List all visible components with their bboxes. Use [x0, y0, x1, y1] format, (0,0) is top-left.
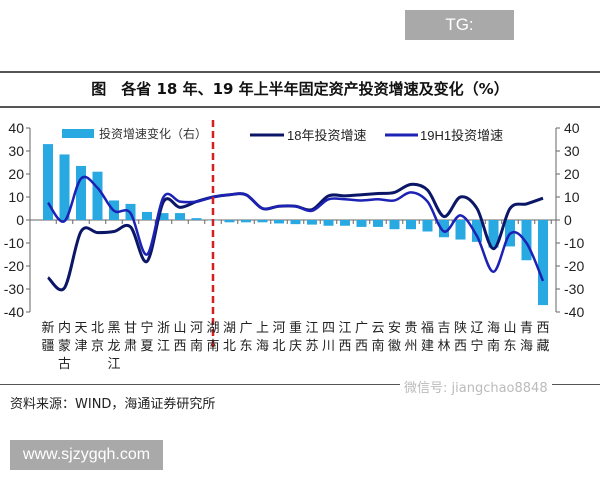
- line-18年投资增速: [46, 182, 544, 292]
- category-label: 陕西: [454, 320, 467, 353]
- bar-广西: [356, 220, 367, 227]
- category-label: 云南: [371, 320, 384, 353]
- bar-重庆: [290, 220, 301, 225]
- left-tick-label: 40: [8, 120, 24, 136]
- category-label: 天津: [74, 320, 87, 353]
- bar-天津: [76, 165, 86, 220]
- legend-swatch-bar: [62, 129, 94, 138]
- bar-四川: [323, 220, 334, 226]
- legend-label: 18年投资增速: [287, 128, 366, 143]
- right-tick-label: -40: [564, 304, 584, 320]
- source-rule: [0, 384, 600, 385]
- right-tick-label: 20: [564, 166, 580, 182]
- category-label: 内蒙古: [58, 320, 71, 371]
- bar-吉林: [439, 220, 449, 238]
- category-label: 上海: [256, 320, 269, 353]
- category-label: 吉林: [437, 320, 450, 353]
- category-label: 江西: [338, 320, 351, 353]
- category-label: 青海: [520, 320, 533, 353]
- legend-label: 投资增速变化（右）: [99, 126, 207, 141]
- category-label: 江苏: [305, 320, 318, 353]
- bar-贵州: [406, 220, 416, 230]
- bar-河南: [191, 218, 202, 220]
- category-label: 北京: [91, 320, 104, 353]
- left-tick-label: 30: [8, 143, 24, 159]
- bar-青海: [521, 220, 532, 261]
- left-tick-label: 10: [8, 189, 24, 205]
- chart: 40 40 30 30 20 20 10 10 0 0 -10 -10 -20 -20 -30 -30 -40 -…: [4, 120, 584, 371]
- category-label: 河北: [272, 320, 285, 353]
- category-label: 四川: [322, 320, 335, 353]
- category-label: 重庆: [289, 320, 302, 353]
- bar-内蒙古: [59, 154, 70, 220]
- bar-新疆: [43, 144, 53, 220]
- right-tick-label: -30: [564, 281, 584, 297]
- category-label: 西藏: [536, 320, 549, 353]
- bar-陕西: [455, 220, 466, 240]
- category-label: 辽宁: [470, 320, 483, 353]
- right-tick-label: -20: [564, 258, 584, 274]
- bar-安徽: [389, 220, 400, 230]
- category-label: 山西: [173, 320, 186, 353]
- left-tick-label: -10: [4, 235, 24, 251]
- line-19H1投资增速: [46, 175, 545, 282]
- bar-宁夏: [142, 211, 152, 220]
- bar-湖北: [224, 220, 235, 223]
- bar-江苏: [307, 220, 317, 225]
- category-label: 海南: [487, 320, 500, 353]
- right-tick-label: 30: [564, 143, 580, 159]
- bar-海南: [488, 220, 499, 248]
- category-label: 甘肃: [124, 320, 137, 353]
- bar-上海: [257, 220, 268, 223]
- bar-山西: [175, 213, 185, 220]
- category-label: 新疆: [41, 320, 54, 353]
- left-tick-label: 20: [8, 166, 24, 182]
- bar-云南: [373, 220, 383, 227]
- legend-label: 19H1投资增速: [420, 128, 503, 143]
- source-note: 资料来源：WIND，海通证券研究所: [10, 397, 216, 412]
- watermark-wechat: 微信号: jiangchao8848: [400, 377, 552, 396]
- category-label: 广西: [355, 320, 368, 353]
- bar-西藏: [538, 220, 548, 306]
- title-rule-top: [0, 71, 600, 73]
- title-rule-bottom: [0, 106, 600, 108]
- category-label: 广东: [239, 320, 252, 353]
- right-tick-label: 40: [564, 120, 580, 136]
- category-label: 黑龙江: [107, 320, 120, 371]
- category-label: 山东: [503, 320, 516, 353]
- bar-江西: [340, 220, 350, 226]
- bar-辽宁: [472, 220, 482, 242]
- watermark-top: TG: MYYJJPP: [405, 10, 514, 64]
- category-label: 贵州: [404, 320, 417, 353]
- right-tick-label: 10: [564, 189, 580, 205]
- left-tick-label: 0: [16, 212, 24, 228]
- left-tick-label: -30: [4, 281, 24, 297]
- category-label: 福建: [421, 320, 434, 353]
- bar-浙江: [158, 213, 169, 220]
- bar-北京: [92, 171, 103, 220]
- category-label: 浙江: [157, 320, 170, 353]
- category-label: 湖南: [206, 320, 219, 353]
- right-tick-label: 0: [564, 212, 572, 228]
- category-label: 河南: [190, 320, 203, 353]
- bar-河北: [274, 220, 284, 224]
- category-label: 宁夏: [140, 320, 153, 353]
- figure-title: 图 各省 18 年、19 年上半年固定资产投资增速及变化（%）: [91, 80, 509, 98]
- watermark-site: www.sjzygqh.com: [10, 440, 163, 470]
- left-tick-label: -20: [4, 258, 24, 274]
- category-label: 安徽: [388, 320, 401, 353]
- right-tick-label: -10: [564, 235, 584, 251]
- category-label: 湖北: [223, 320, 236, 353]
- left-tick-label: -40: [4, 304, 24, 320]
- bar-福建: [422, 220, 433, 232]
- bar-广东: [241, 220, 251, 223]
